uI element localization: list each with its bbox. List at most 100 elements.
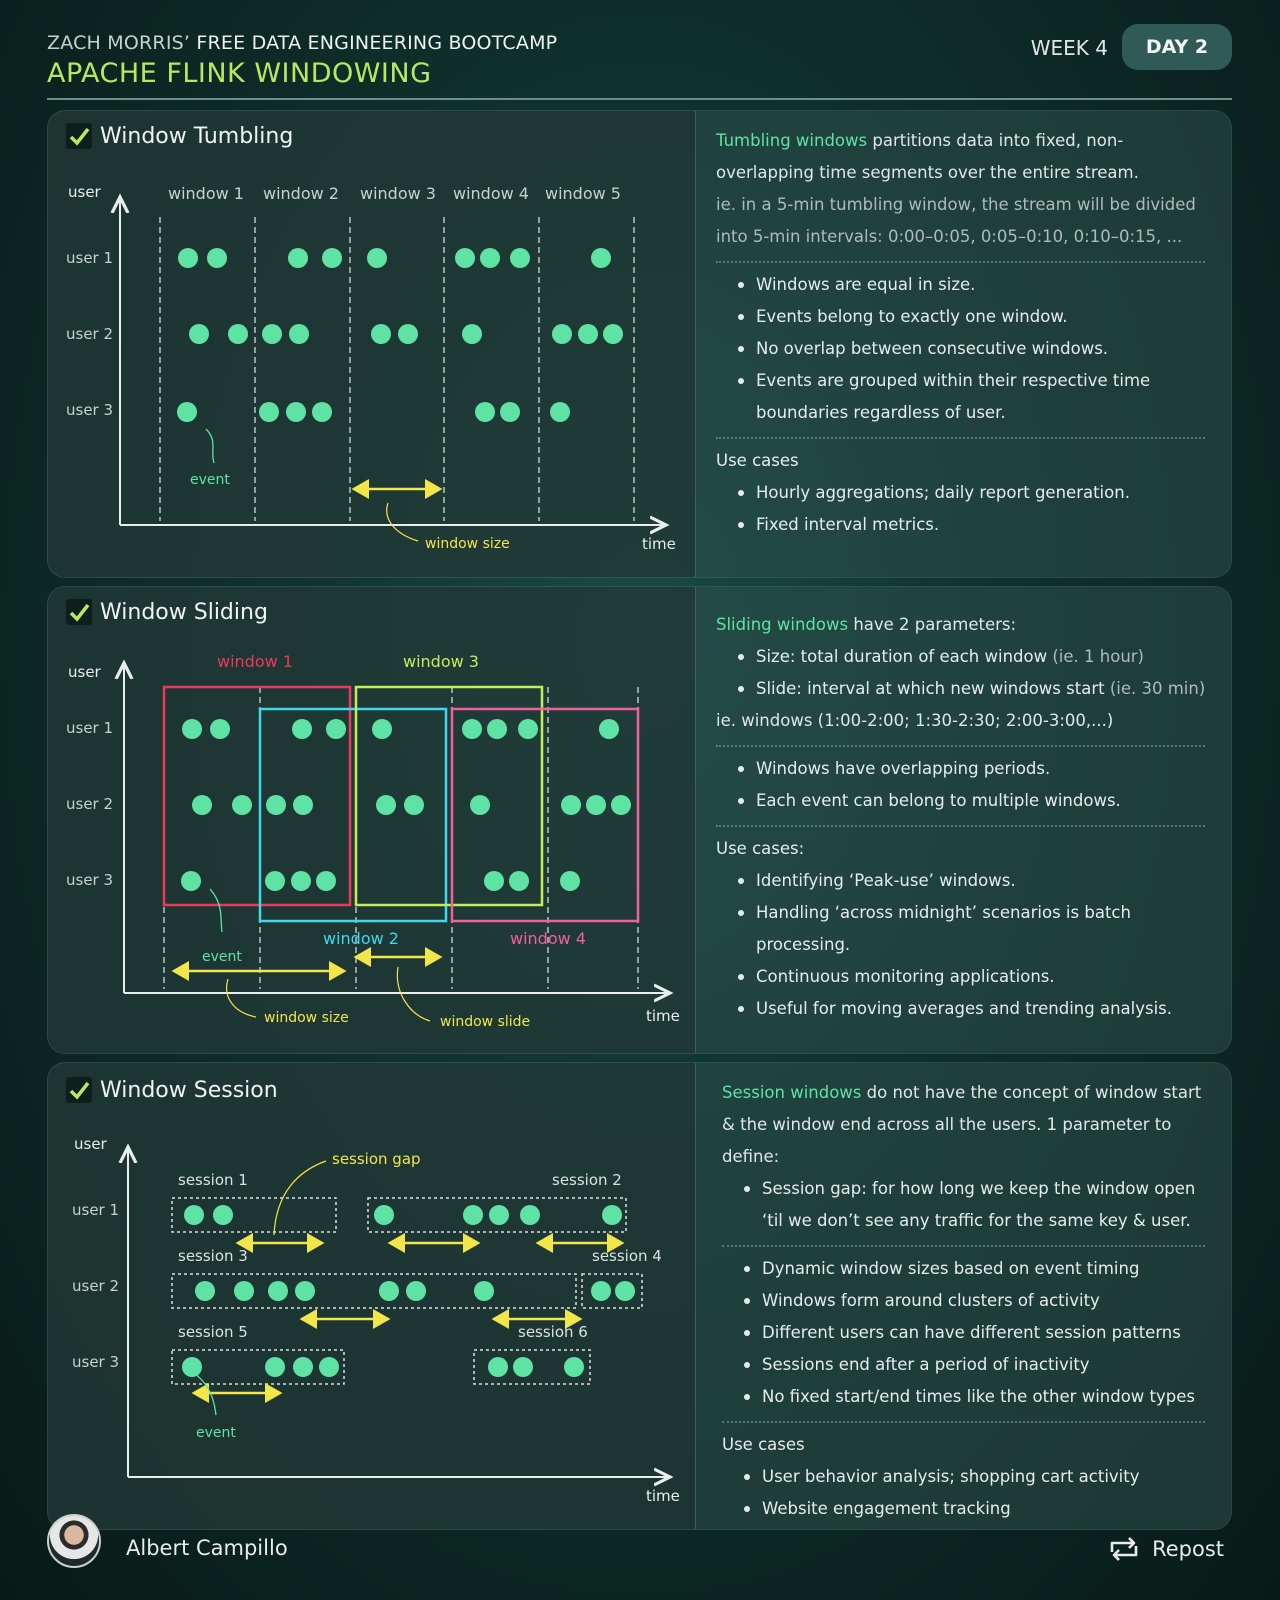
list-item: Events belong to exactly one window.: [716, 301, 1215, 333]
param-note: (ie. 30 min): [1109, 679, 1206, 698]
event-dot: [586, 795, 606, 815]
event-dot: [455, 248, 475, 268]
param-text: Size: total duration of each window: [756, 647, 1053, 666]
session-description: Session windows do not have the concept …: [698, 1063, 1231, 1529]
window-size-pointer: [226, 978, 257, 1018]
session-gap-pointer: [273, 1160, 327, 1236]
list-item: Different users can have different sessi…: [722, 1317, 1215, 1349]
y-axis-label: user: [68, 663, 102, 681]
session-usecases: User behavior analysis; shopping cart ac…: [722, 1461, 1215, 1525]
event-dot: [367, 248, 387, 268]
sliding-diagram-area: user time user 1 user 2 user 3 window 1 wi…: [48, 587, 696, 1053]
event-dot: [259, 402, 279, 422]
event-dot: [474, 1281, 494, 1301]
check-icon: [66, 1077, 92, 1103]
tumbling-intro-text: partitions data into fixed, non-overlapp…: [716, 131, 1139, 182]
window-2-label: window 2: [323, 929, 399, 948]
event-dot: [316, 871, 336, 891]
event-dot: [599, 719, 619, 739]
event-dot: [265, 1357, 285, 1377]
session-bullets: Dynamic window sizes based on event timi…: [722, 1253, 1215, 1413]
session-5-box: [171, 1349, 345, 1385]
event-pointer: [193, 1372, 217, 1416]
user-label: user 2: [72, 1277, 119, 1295]
event-dot: [228, 324, 248, 344]
divider: [716, 261, 1205, 263]
divider: [716, 745, 1205, 747]
event-dot: [374, 1205, 394, 1225]
list-item: Continuous monitoring applications.: [716, 961, 1215, 993]
session-1-box: [171, 1197, 337, 1233]
user-label: user 3: [66, 871, 113, 889]
divider: [716, 825, 1205, 827]
window-4-box: [450, 707, 640, 923]
session-4-label: session 4: [592, 1247, 662, 1265]
author-footer-name[interactable]: Albert Campillo: [126, 1536, 288, 1560]
sliding-title: Window Sliding: [66, 599, 268, 625]
event-dot: [289, 324, 309, 344]
list-item: Size: total duration of each window (ie.…: [716, 641, 1215, 673]
user-label: user 1: [66, 249, 113, 267]
event-dot: [262, 324, 282, 344]
event-dot: [404, 795, 424, 815]
user-label: user 3: [72, 1353, 119, 1371]
window-4-label: window 4: [510, 929, 586, 948]
sliding-intro-text: have 2 parameters:: [848, 615, 1017, 634]
list-item: Each event can belong to multiple window…: [716, 785, 1215, 817]
event-dot: [291, 871, 311, 891]
event-dot: [189, 324, 209, 344]
session-params: Session gap: for how long we keep the wi…: [722, 1173, 1215, 1237]
tumbling-title-text: Window Tumbling: [100, 123, 294, 149]
divider: [722, 1421, 1205, 1423]
course-line: ZACH MORRIS’ FREE DATA ENGINEERING BOOTC…: [47, 32, 557, 54]
event-dot: [500, 402, 520, 422]
list-item: No overlap between consecutive windows.: [716, 333, 1215, 365]
x-axis-label: time: [646, 1007, 680, 1025]
session-1-label: session 1: [178, 1171, 248, 1189]
user-label: user 1: [66, 719, 113, 737]
list-item: Fixed interval metrics.: [716, 509, 1215, 541]
event-dot: [462, 719, 482, 739]
sliding-usecases: Identifying ‘Peak-use’ windows. Handling…: [716, 865, 1215, 1025]
session-diagram-area: user time user 1 user 2 user 3 session 1 s…: [48, 1063, 696, 1529]
tumbling-example: ie. in a 5-min tumbling window, the stre…: [716, 195, 1196, 246]
sliding-term: Sliding windows: [716, 615, 849, 634]
event-dot: [379, 1281, 399, 1301]
event-dot: [591, 248, 611, 268]
event-dot: [371, 324, 391, 344]
repost-icon: [1110, 1537, 1138, 1561]
event-dot: [552, 324, 572, 344]
page-title: APACHE FLINK WINDOWING: [47, 58, 432, 89]
list-item: Session gap: for how long we keep the wi…: [722, 1173, 1215, 1237]
event-label: event: [196, 1425, 236, 1441]
session-4-box: [581, 1273, 643, 1309]
event-dot: [268, 1281, 288, 1301]
repost-label: Repost: [1152, 1537, 1224, 1561]
tumbling-panel: user time window 1 window 2 window 3 window…: [47, 110, 1232, 578]
event-dot: [232, 795, 252, 815]
list-item: Website engagement tracking: [722, 1493, 1215, 1525]
event-dot: [372, 719, 392, 739]
repost-button[interactable]: Repost: [1106, 1536, 1224, 1562]
event-dot: [265, 871, 285, 891]
avatar[interactable]: [47, 1514, 101, 1568]
day-badge: DAY 2: [1122, 24, 1232, 70]
list-item: Events are grouped within their respecti…: [716, 365, 1215, 429]
x-axis-label: time: [642, 535, 676, 553]
divider: [716, 437, 1205, 439]
session-diagram: user time user 1 user 2 user 3 session 1 s…: [72, 1135, 680, 1505]
event-dot: [192, 795, 212, 815]
tumbling-diagram: user time window 1 window 2 window 3 window…: [66, 183, 676, 553]
sliding-params: Size: total duration of each window (ie.…: [716, 641, 1215, 705]
event-dot: [520, 1205, 540, 1225]
event-dot: [488, 1357, 508, 1377]
course-name: FREE DATA ENGINEERING BOOTCAMP: [196, 32, 558, 54]
event-dot: [602, 1205, 622, 1225]
user-label: user 2: [66, 325, 113, 343]
event-dot: [475, 402, 495, 422]
week-label: WEEK 4: [1030, 36, 1108, 60]
list-item: Handling ‘across midnight’ scenarios is …: [716, 897, 1215, 961]
window-label: window 5: [545, 184, 621, 203]
session-title: Window Session: [66, 1077, 278, 1103]
event-dot: [293, 795, 313, 815]
